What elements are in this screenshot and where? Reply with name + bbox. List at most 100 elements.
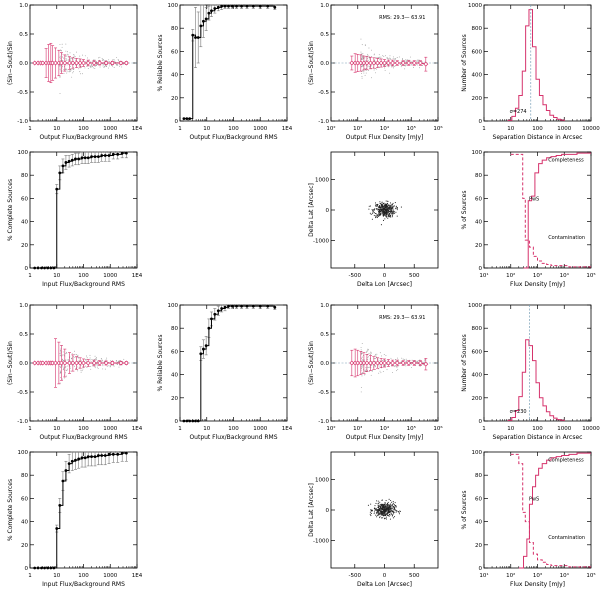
scatter-point [62,56,64,58]
x-tick-label: 1E4 [282,426,293,432]
offset-point [387,511,389,513]
offset-point [376,215,378,217]
offset-point [382,219,385,222]
data-point [124,151,128,155]
scatter-point [72,68,74,70]
x-tick-label: 10² [506,272,515,279]
scatter-point [69,65,71,67]
data-point [182,419,186,423]
scatter-point [84,365,86,367]
scatter-point [121,66,123,68]
offset-point [390,506,392,508]
data-point [70,60,76,66]
scatter-point [66,55,68,57]
scatter-point [114,60,116,62]
x-tick-label: 10⁴ [380,125,390,132]
data-point [423,361,429,367]
data-point [375,60,381,66]
scatter-point [407,59,409,61]
data-point [352,360,358,366]
y-tick-label: 0 [175,119,179,125]
scatter-point [394,58,396,60]
offset-point [374,215,376,217]
scatter-point [62,378,63,380]
offset-point [396,215,398,217]
offset-point [389,512,391,514]
data-point [97,60,103,66]
offset-point [382,206,384,209]
offset-point [386,206,388,209]
offset-point [384,209,386,212]
scatter-point [59,353,61,355]
offset-point [392,503,394,505]
offset-point [382,213,384,215]
scatter-point [377,57,379,58]
series-line [523,152,591,269]
scatter-point [403,359,405,361]
scatter-point [60,49,62,51]
data-point [33,566,37,570]
scatter-point [371,364,373,366]
scatter-point [413,66,414,68]
scatter-point [94,366,96,368]
y-tick-label: 0 [479,566,483,572]
scatter-point [405,60,407,62]
data-point [191,33,195,37]
scatter-point [96,364,98,366]
scatter-point [389,72,391,74]
scatter-point [375,57,377,59]
y-tick-label: 40 [475,220,482,226]
annotation: PwS [529,197,539,203]
scatter-point [94,355,96,357]
data-point [53,360,59,366]
scatter-point [102,364,104,366]
scatter-point [60,70,62,72]
scatter-point [376,68,377,70]
scatter-point [102,63,104,65]
panel-r1c3: 10² 10³ 10⁴ 10⁵ 10⁶ -1.0 -0.5 0.0 0.5 1.0 Output F… [308,3,443,141]
offset-point [384,514,386,516]
scatter-point [86,355,87,357]
scatter-point [82,59,84,61]
scatter-point [110,65,112,66]
offset-point [391,513,393,515]
scatter-point [384,69,386,71]
scatter-point [399,64,401,66]
panel-r3c2: 1 10 100 1000 1E4 0 20 40 60 80 100 Output Flux/Bac… [157,303,293,441]
data-point [62,360,68,366]
offset-point [381,499,383,501]
scatter-point [63,377,65,379]
offset-point [391,208,393,210]
scatter-point [378,368,380,370]
offset-point [391,515,393,517]
scatter-point [109,63,111,65]
offset-point [389,504,392,506]
scatter-point [99,66,101,68]
x-tick-label: 0 [383,273,387,279]
offset-point [372,213,374,215]
scatter-point [84,55,86,57]
scatter-point [119,65,120,67]
scatter-point [371,370,373,372]
y-tick-label: 40 [171,73,178,79]
data-point [245,304,249,308]
scatter-point [59,382,61,384]
data-point [207,11,211,15]
scatter-point [375,355,377,357]
offset-point [378,502,380,504]
x-tick-label: 10⁴ [380,425,390,432]
scatter-point [417,59,419,61]
data-point [74,157,77,161]
offset-point [390,209,392,211]
panel-r3c3: 10² 10³ 10⁴ 10⁵ 10⁶ -1.0 -0.5 0.0 0.5 1.0 Output F… [308,303,443,441]
x-tick-label: 1000 [103,573,117,579]
data-point [361,60,367,66]
x-tick-label: 10² [506,572,515,579]
y-tick-label: 20 [171,396,178,402]
scatter-point [360,349,362,351]
data-point [33,266,37,270]
offset-point [393,504,395,506]
scatter-point [95,61,97,62]
scatter-point [97,368,99,369]
offset-point [390,211,392,213]
